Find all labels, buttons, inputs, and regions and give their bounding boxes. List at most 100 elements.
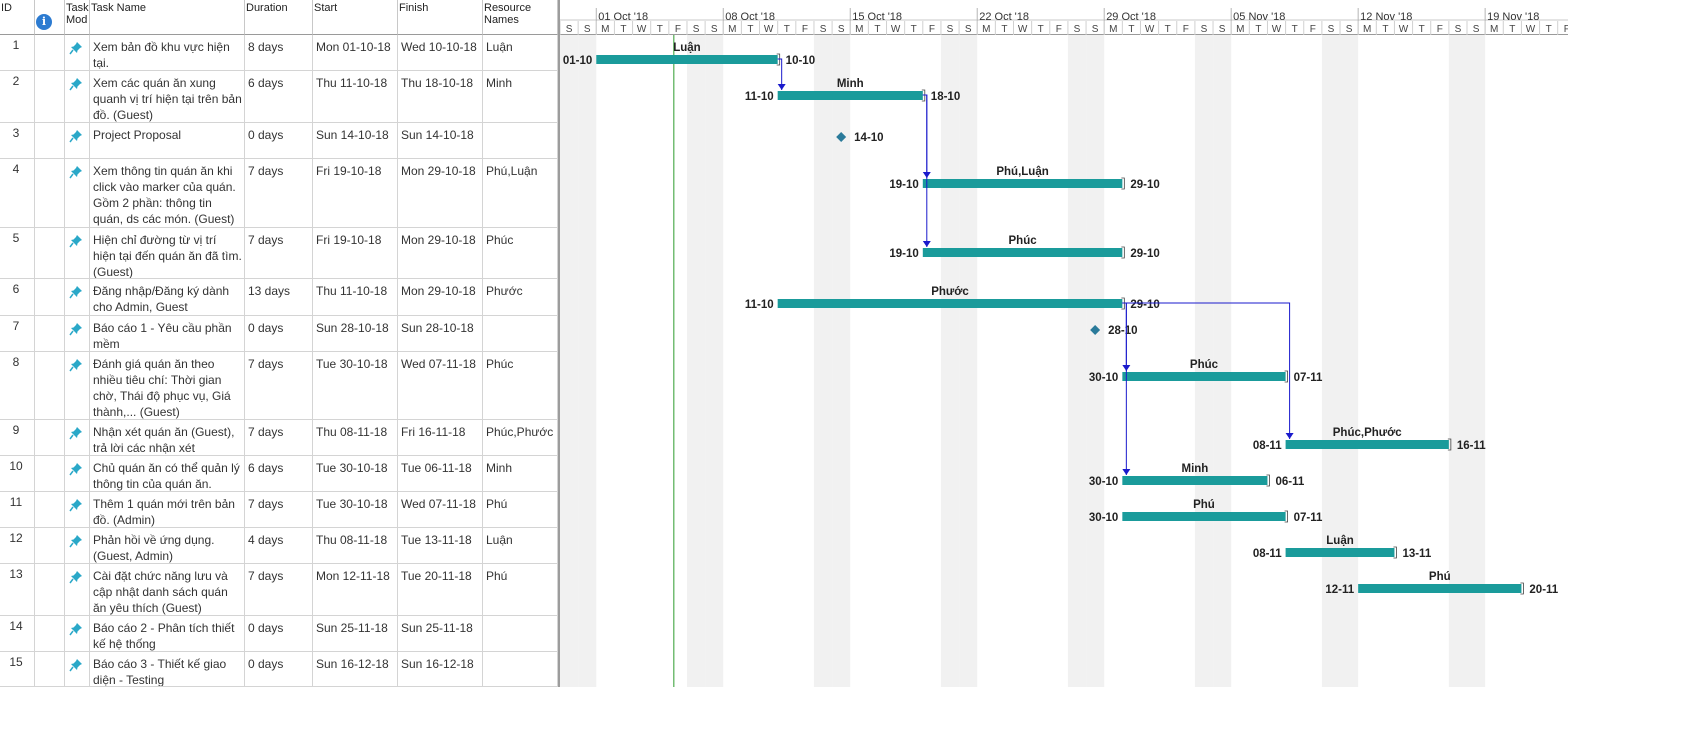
cell-name[interactable]: Project Proposal <box>90 123 245 158</box>
table-row[interactable]: 14 Báo cáo 2 - Phân tích thiết kế hệ thốn… <box>0 616 558 652</box>
cell-name[interactable]: Báo cáo 1 - Yêu cầu phần mềm <box>90 316 245 351</box>
cell-name[interactable]: Đăng nhập/Đăng ký dành cho Admin, Guest <box>90 279 245 315</box>
task-mode-cell[interactable] <box>65 159 90 227</box>
table-row[interactable]: 15 Báo cáo 3 - Thiết kế giao diện - Testi… <box>0 652 558 687</box>
cell-finish[interactable]: Sun 28-10-18 <box>398 316 483 351</box>
indicator-cell[interactable] <box>35 71 65 122</box>
task-mode-cell[interactable] <box>65 652 90 686</box>
indicator-cell[interactable] <box>35 420 65 455</box>
task-mode-cell[interactable] <box>65 35 90 70</box>
indicator-cell[interactable] <box>35 228 65 278</box>
cell-finish[interactable]: Wed 10-10-18 <box>398 35 483 70</box>
cell-resources[interactable]: Phước <box>483 279 558 315</box>
task-mode-cell[interactable] <box>65 528 90 563</box>
task-mode-cell[interactable] <box>65 316 90 351</box>
cell-start[interactable]: Sun 16-12-18 <box>313 652 398 686</box>
cell-duration[interactable]: 6 days <box>245 456 313 491</box>
cell-resources[interactable]: Minh <box>483 71 558 122</box>
cell-resources[interactable] <box>483 652 558 686</box>
indicator-cell[interactable] <box>35 456 65 491</box>
cell-start[interactable]: Fri 19-10-18 <box>313 228 398 278</box>
cell-name[interactable]: Cài đặt chức năng lưu và cập nhật danh s… <box>90 564 245 615</box>
task-bar-2[interactable] <box>777 91 923 100</box>
column-header-start[interactable]: Start <box>313 0 398 35</box>
cell-start[interactable]: Tue 30-10-18 <box>313 492 398 527</box>
task-mode-cell[interactable] <box>65 420 90 455</box>
cell-finish[interactable]: Sun 16-12-18 <box>398 652 483 686</box>
indicator-cell[interactable] <box>35 316 65 351</box>
task-bar-11[interactable] <box>1122 512 1286 521</box>
cell-start[interactable]: Thu 08-11-18 <box>313 420 398 455</box>
indicator-cell[interactable] <box>35 279 65 315</box>
cell-duration[interactable]: 7 days <box>245 492 313 527</box>
task-bar-9[interactable] <box>1285 440 1449 449</box>
table-row[interactable]: 12 Phản hồi về ứng dụng. (Guest, Admin) 4 … <box>0 528 558 564</box>
table-row[interactable]: 7 Báo cáo 1 - Yêu cầu phần mềm 0 days Sun 2… <box>0 316 558 352</box>
cell-duration[interactable]: 13 days <box>245 279 313 315</box>
cell-name[interactable]: Xem thông tin quán ăn khi click vào mark… <box>90 159 245 227</box>
indicator-cell[interactable] <box>35 35 65 70</box>
cell-duration[interactable]: 4 days <box>245 528 313 563</box>
cell-start[interactable]: Thu 11-10-18 <box>313 279 398 315</box>
cell-start[interactable]: Tue 30-10-18 <box>313 456 398 491</box>
cell-id[interactable]: 4 <box>0 159 35 227</box>
cell-resources[interactable] <box>483 123 558 158</box>
table-row[interactable]: 9 Nhận xét quán ăn (Guest), trả lời các n… <box>0 420 558 456</box>
cell-id[interactable]: 11 <box>0 492 35 527</box>
task-bar-1[interactable] <box>596 55 778 64</box>
cell-resources[interactable]: Luận <box>483 35 558 70</box>
cell-start[interactable]: Thu 08-11-18 <box>313 528 398 563</box>
task-mode-cell[interactable] <box>65 492 90 527</box>
indicator-cell[interactable] <box>35 159 65 227</box>
cell-name[interactable]: Hiện chỉ đường từ vị trí hiện tại đến qu… <box>90 228 245 278</box>
task-mode-cell[interactable] <box>65 456 90 491</box>
cell-finish[interactable]: Thu 18-10-18 <box>398 71 483 122</box>
cell-finish[interactable]: Sun 14-10-18 <box>398 123 483 158</box>
cell-resources[interactable]: Phúc <box>483 228 558 278</box>
cell-name[interactable]: Báo cáo 2 - Phân tích thiết kế hệ thống <box>90 616 245 651</box>
cell-id[interactable]: 7 <box>0 316 35 351</box>
cell-start[interactable]: Tue 30-10-18 <box>313 352 398 419</box>
cell-start[interactable]: Sun 14-10-18 <box>313 123 398 158</box>
task-bar-5[interactable] <box>922 248 1123 257</box>
cell-resources[interactable] <box>483 316 558 351</box>
cell-duration[interactable]: 7 days <box>245 159 313 227</box>
cell-id[interactable]: 6 <box>0 279 35 315</box>
task-bar-10[interactable] <box>1122 476 1268 485</box>
indicator-cell[interactable] <box>35 492 65 527</box>
cell-duration[interactable]: 7 days <box>245 228 313 278</box>
task-bar-6[interactable] <box>777 299 1123 308</box>
cell-resources[interactable]: Luận <box>483 528 558 563</box>
column-header-resource-names[interactable]: Resource Names <box>483 0 558 35</box>
task-mode-cell[interactable] <box>65 123 90 158</box>
cell-duration[interactable]: 7 days <box>245 420 313 455</box>
cell-duration[interactable]: 0 days <box>245 652 313 686</box>
milestone-diamond-3[interactable] <box>836 132 847 142</box>
cell-name[interactable]: Nhận xét quán ăn (Guest), trả lời các nh… <box>90 420 245 455</box>
cell-finish[interactable]: Mon 29-10-18 <box>398 228 483 278</box>
task-bar-12[interactable] <box>1285 548 1395 557</box>
column-header-task-mode[interactable]: Task Mod <box>65 0 90 35</box>
table-row[interactable]: 10 Chủ quán ăn có thể quản lý thông tin c… <box>0 456 558 492</box>
task-mode-cell[interactable] <box>65 71 90 122</box>
cell-start[interactable]: Mon 12-11-18 <box>313 564 398 615</box>
cell-duration[interactable]: 0 days <box>245 316 313 351</box>
cell-name[interactable]: Thêm 1 quán mới trên bản đồ. (Admin) <box>90 492 245 527</box>
cell-resources[interactable]: Minh <box>483 456 558 491</box>
task-bar-13[interactable] <box>1358 584 1522 593</box>
cell-name[interactable]: Phản hồi về ứng dụng. (Guest, Admin) <box>90 528 245 563</box>
task-mode-cell[interactable] <box>65 352 90 419</box>
cell-duration[interactable]: 8 days <box>245 35 313 70</box>
column-header-indicators[interactable]: i <box>35 0 65 35</box>
task-mode-cell[interactable] <box>65 564 90 615</box>
column-header-task-name[interactable]: Task Name <box>90 0 245 35</box>
indicator-cell[interactable] <box>35 616 65 651</box>
cell-id[interactable]: 5 <box>0 228 35 278</box>
column-header-finish[interactable]: Finish <box>398 0 483 35</box>
column-header-duration[interactable]: Duration <box>245 0 313 35</box>
cell-finish[interactable]: Wed 07-11-18 <box>398 352 483 419</box>
cell-duration[interactable]: 6 days <box>245 71 313 122</box>
table-row[interactable]: 1 Xem bản đồ khu vực hiện tại. 8 days Mon 0… <box>0 35 558 71</box>
cell-id[interactable]: 9 <box>0 420 35 455</box>
cell-id[interactable]: 2 <box>0 71 35 122</box>
